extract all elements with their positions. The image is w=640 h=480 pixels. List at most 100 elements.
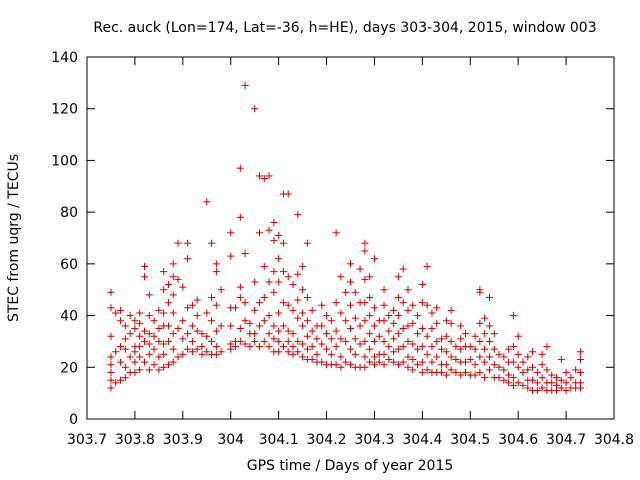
data-point (404, 337, 412, 345)
data-point (323, 312, 331, 320)
data-point (380, 350, 388, 358)
data-point (270, 237, 278, 245)
data-point (260, 337, 268, 345)
data-point (299, 353, 307, 361)
data-point (380, 317, 388, 325)
data-point (466, 356, 474, 364)
data-point (140, 273, 148, 281)
data-point (390, 335, 398, 343)
data-point (394, 293, 402, 301)
data-point (236, 213, 244, 221)
data-point (236, 283, 244, 291)
data-point (385, 343, 393, 351)
data-point (538, 361, 546, 369)
data-point (490, 361, 498, 369)
data-point (169, 273, 177, 281)
data-point (174, 275, 182, 283)
data-point (251, 306, 259, 314)
data-point (533, 368, 541, 376)
data-point (145, 340, 153, 348)
data-point (275, 255, 283, 263)
data-point (140, 327, 148, 335)
data-point (490, 330, 498, 338)
data-point (121, 335, 129, 343)
data-point (361, 337, 369, 345)
data-point (471, 332, 479, 340)
data-point (260, 317, 268, 325)
x-axis-ticks: 303.7 303.8 303.9 304 304.1 304.2 304.3 304.4 30… (67, 57, 634, 448)
data-point (260, 175, 268, 183)
data-point (351, 314, 359, 322)
data-point (409, 319, 417, 327)
data-point (289, 343, 297, 351)
data-point (404, 363, 412, 371)
data-point (457, 335, 465, 343)
data-point (342, 358, 350, 366)
data-point (308, 356, 316, 364)
data-point (485, 322, 493, 330)
data-point (208, 293, 216, 301)
data-point (505, 379, 513, 387)
data-point (509, 312, 517, 320)
data-point (270, 288, 278, 296)
data-point (251, 278, 259, 286)
data-point (303, 345, 311, 353)
data-point (169, 309, 177, 317)
data-point (471, 361, 479, 369)
data-point (399, 265, 407, 273)
data-point (423, 350, 431, 358)
data-point (361, 363, 369, 371)
data-point (208, 239, 216, 247)
data-point (380, 337, 388, 345)
data-point (131, 317, 139, 325)
data-point (380, 361, 388, 369)
data-point (361, 239, 369, 247)
data-point (332, 327, 340, 335)
data-point (548, 371, 556, 379)
data-point (505, 371, 513, 379)
data-point (126, 312, 134, 320)
data-point (533, 387, 541, 395)
data-point (404, 306, 412, 314)
data-point (208, 337, 216, 345)
data-point (313, 335, 321, 343)
data-point (227, 345, 235, 353)
data-point (418, 325, 426, 332)
data-point (543, 343, 551, 351)
data-point (370, 304, 378, 312)
data-point (236, 325, 244, 332)
data-point (433, 319, 441, 327)
data-point (375, 358, 383, 366)
data-point (519, 381, 527, 389)
data-point (136, 343, 144, 351)
data-point (299, 286, 307, 294)
data-point (394, 273, 402, 281)
data-point (193, 312, 201, 320)
data-point (418, 343, 426, 351)
data-point (418, 368, 426, 376)
data-markers (107, 81, 584, 395)
data-point (270, 335, 278, 343)
data-point (442, 332, 450, 340)
data-point (370, 353, 378, 361)
data-point (236, 337, 244, 345)
data-point (227, 229, 235, 237)
data-point (164, 281, 172, 289)
data-point (174, 325, 182, 332)
data-point (442, 361, 450, 369)
data-point (289, 281, 297, 289)
data-point (323, 345, 331, 353)
data-point (461, 358, 469, 366)
data-point (140, 337, 148, 345)
data-point (414, 312, 422, 320)
data-point (299, 340, 307, 348)
data-point (337, 273, 345, 281)
data-point (433, 337, 441, 345)
data-point (476, 288, 484, 296)
data-point (332, 229, 340, 237)
data-point (351, 350, 359, 358)
data-point (289, 350, 297, 358)
data-point (279, 239, 287, 247)
data-point (265, 172, 273, 180)
data-point (529, 363, 537, 371)
